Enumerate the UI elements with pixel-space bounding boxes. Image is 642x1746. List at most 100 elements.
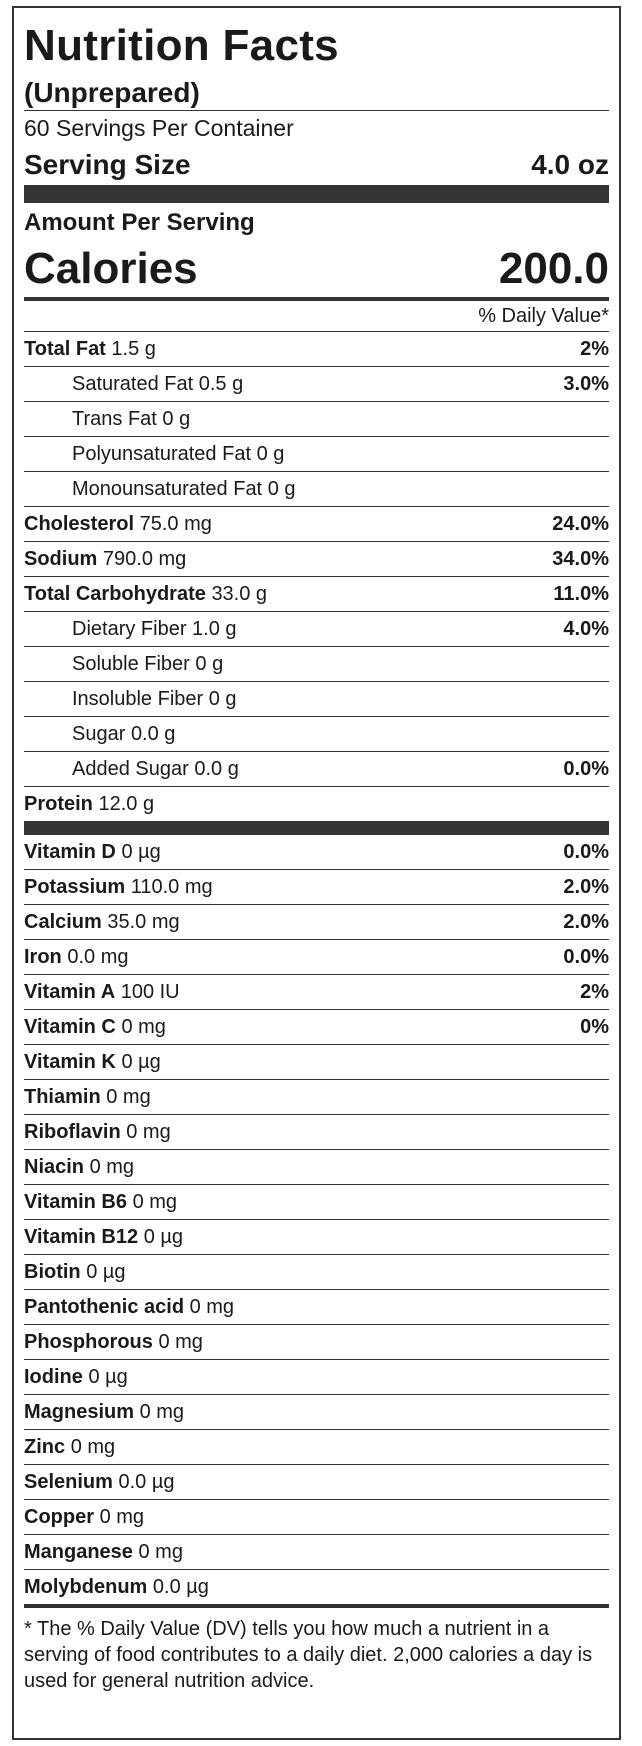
nutrient-amount: 0.0 µg bbox=[118, 1470, 175, 1493]
nutrient-amount: 0 µg bbox=[86, 1260, 126, 1283]
nutrient-name: Iodine bbox=[24, 1365, 83, 1388]
nutrient-name: Molybdenum bbox=[24, 1575, 148, 1598]
nutrient-amount: 110.0 mg bbox=[130, 875, 213, 898]
nutrient-name: Pantothenic acid bbox=[24, 1295, 185, 1318]
nutrient-row: Vitamin B12 0 µg bbox=[24, 1219, 609, 1254]
nutrient-name: Niacin bbox=[24, 1155, 85, 1178]
nutrient-name: Added Sugar bbox=[72, 757, 189, 780]
nutrient-row: Vitamin C 0 mg 0% bbox=[24, 1009, 609, 1044]
nutrient-name: Manganese bbox=[24, 1540, 133, 1563]
nutrient-dv: 0.0% bbox=[563, 840, 609, 863]
thick-divider bbox=[24, 821, 609, 835]
servings-per-container: 60 Servings Per Container bbox=[24, 115, 294, 141]
macronutrient-list: Total Fat 1.5 g 2% Saturated Fat 0.5 g 3.0… bbox=[24, 331, 609, 821]
nutrient-row: Riboflavin 0 mg bbox=[24, 1114, 609, 1149]
nutrient-name: Magnesium bbox=[24, 1400, 135, 1423]
nutrient-name: Protein bbox=[24, 792, 93, 815]
nutrient-row: Monounsaturated Fat 0 g bbox=[24, 471, 609, 506]
nutrient-amount: 0 mg bbox=[89, 1155, 135, 1178]
nutrient-amount: 0 g bbox=[195, 652, 224, 675]
nutrient-row: Vitamin A 100 IU 2% bbox=[24, 974, 609, 1009]
nutrient-name: Biotin bbox=[24, 1260, 81, 1283]
nutrient-amount: 0 mg bbox=[99, 1505, 145, 1528]
nutrient-amount: 0 g bbox=[267, 477, 296, 500]
label-title: Nutrition Facts bbox=[24, 21, 339, 70]
divider bbox=[24, 110, 609, 111]
nutrient-row: Sodium 790.0 mg 34.0% bbox=[24, 541, 609, 576]
label-subtitle: (Unprepared) bbox=[24, 77, 200, 108]
nutrient-dv: 2% bbox=[580, 980, 609, 1003]
nutrient-row: Iron 0.0 mg 0.0% bbox=[24, 939, 609, 974]
nutrient-amount: 0 mg bbox=[106, 1085, 151, 1108]
nutrient-amount: 0.5 g bbox=[198, 372, 244, 395]
nutrient-name: Iron bbox=[24, 945, 62, 968]
nutrient-row: Vitamin D 0 µg 0.0% bbox=[24, 835, 609, 869]
nutrient-dv: 0.0% bbox=[563, 945, 609, 968]
nutrient-amount: 0 µg bbox=[143, 1225, 184, 1248]
nutrient-row: Added Sugar 0.0 g 0.0% bbox=[24, 751, 609, 786]
nutrient-name: Phosphorous bbox=[24, 1330, 153, 1353]
nutrient-dv: 2.0% bbox=[563, 910, 609, 933]
nutrient-dv: 4.0% bbox=[563, 617, 609, 640]
nutrient-row: Calcium 35.0 mg 2.0% bbox=[24, 904, 609, 939]
amount-per-serving: Amount Per Serving bbox=[24, 209, 255, 236]
nutrient-amount: 0.0 g bbox=[194, 757, 239, 780]
nutrient-name: Sugar bbox=[72, 722, 126, 745]
nutrient-name: Saturated Fat bbox=[72, 372, 194, 395]
nutrient-amount: 100 IU bbox=[120, 980, 180, 1003]
nutrient-name: Vitamin C bbox=[24, 1015, 116, 1038]
nutrient-amount: 0 mg bbox=[121, 1015, 166, 1038]
nutrient-amount: 33.0 g bbox=[211, 582, 268, 605]
nutrient-name: Vitamin B6 bbox=[24, 1190, 127, 1213]
nutrient-row: Soluble Fiber 0 g bbox=[24, 646, 609, 681]
medium-divider bbox=[24, 1604, 609, 1608]
nutrient-row: Protein 12.0 g bbox=[24, 786, 609, 821]
nutrient-row: Total Carbohydrate 33.0 g 11.0% bbox=[24, 576, 609, 611]
nutrient-name: Vitamin A bbox=[24, 980, 116, 1003]
nutrient-row: Niacin 0 mg bbox=[24, 1149, 609, 1184]
nutrient-row: Vitamin K 0 µg bbox=[24, 1044, 609, 1079]
nutrient-amount: 0.0 g bbox=[130, 722, 176, 745]
nutrient-amount: 1.5 g bbox=[111, 337, 156, 360]
nutrient-row: Biotin 0 µg bbox=[24, 1254, 609, 1289]
nutrient-dv: 0.0% bbox=[563, 757, 609, 780]
nutrient-amount: 0 µg bbox=[121, 1050, 161, 1073]
nutrient-amount: 1.0 g bbox=[192, 617, 237, 640]
nutrient-amount: 0 g bbox=[162, 407, 191, 430]
nutrient-row: Phosphorous 0 mg bbox=[24, 1324, 609, 1359]
nutrient-amount: 0.0 µg bbox=[152, 1575, 209, 1598]
nutrient-row: Copper 0 mg bbox=[24, 1499, 609, 1534]
calories-label: Calories bbox=[24, 244, 198, 293]
nutrient-amount: 0 mg bbox=[138, 1540, 183, 1563]
nutrient-amount: 0 mg bbox=[158, 1330, 203, 1353]
nutrient-row: Vitamin B6 0 mg bbox=[24, 1184, 609, 1219]
daily-value-header: % Daily Value* bbox=[478, 305, 609, 327]
nutrient-amount: 0 mg bbox=[139, 1400, 185, 1423]
nutrient-name: Total Carbohydrate bbox=[24, 582, 206, 605]
nutrient-amount: 790.0 mg bbox=[102, 547, 187, 570]
nutrient-name: Total Fat bbox=[24, 337, 106, 360]
nutrient-row: Zinc 0 mg bbox=[24, 1429, 609, 1464]
nutrient-name: Cholesterol bbox=[24, 512, 135, 535]
daily-value-footnote: * The % Daily Value (DV) tells you how m… bbox=[24, 1618, 593, 1692]
nutrient-name: Riboflavin bbox=[24, 1120, 121, 1143]
nutrient-row: Molybdenum 0.0 µg bbox=[24, 1569, 609, 1604]
nutrient-row: Thiamin 0 mg bbox=[24, 1079, 609, 1114]
nutrient-name: Trans Fat bbox=[72, 407, 157, 430]
nutrient-name: Insoluble Fiber bbox=[72, 687, 204, 710]
nutrient-name: Polyunsaturated Fat bbox=[72, 442, 251, 465]
nutrient-row: Saturated Fat 0.5 g 3.0% bbox=[24, 366, 609, 401]
nutrient-row: Polyunsaturated Fat 0 g bbox=[24, 436, 609, 471]
nutrient-dv: 24.0% bbox=[552, 512, 609, 535]
nutrient-row: Cholesterol 75.0 mg 24.0% bbox=[24, 506, 609, 541]
nutrition-facts-label: Nutrition Facts (Unprepared) 60 Servings… bbox=[12, 6, 621, 1740]
nutrient-name: Monounsaturated Fat bbox=[72, 477, 263, 500]
nutrient-dv: 3.0% bbox=[563, 372, 609, 395]
nutrient-row: Trans Fat 0 g bbox=[24, 401, 609, 436]
nutrient-name: Dietary Fiber bbox=[72, 617, 187, 640]
nutrient-row: Sugar 0.0 g bbox=[24, 716, 609, 751]
nutrient-dv: 0% bbox=[580, 1015, 609, 1038]
serving-size-row: Serving Size 4.0 oz bbox=[24, 145, 609, 185]
nutrient-dv: 2.0% bbox=[563, 875, 609, 898]
nutrient-amount: 0 mg bbox=[189, 1295, 235, 1318]
